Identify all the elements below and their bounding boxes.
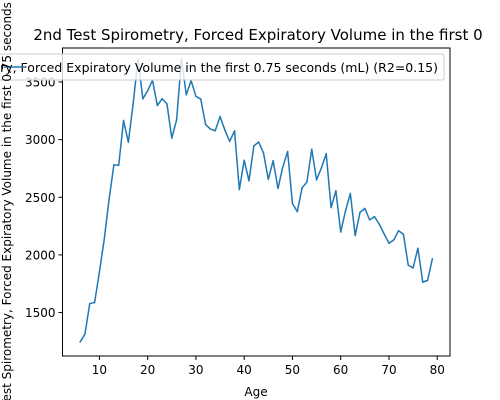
data-point (142, 98, 144, 100)
y-tick-label: 1500 (25, 306, 56, 320)
data-point (200, 98, 202, 100)
x-tick-label: 70 (381, 363, 396, 377)
data-point (267, 178, 270, 181)
x-tick-label: 20 (140, 363, 155, 377)
data-point (127, 141, 130, 143)
data-point (103, 238, 105, 241)
data-point (335, 190, 337, 192)
data-point (373, 215, 376, 218)
data-point (330, 206, 332, 209)
data-point (89, 302, 91, 305)
legend: 2nd Test Spirometry, Forced Expiratory V… (0, 53, 445, 81)
chart-title: 2nd Test Spirometry, Forced Expiratory V… (33, 26, 482, 44)
x-tick-label: 80 (430, 363, 445, 377)
data-point (233, 130, 236, 132)
x-tick-label: 40 (237, 363, 252, 377)
data-point (204, 123, 207, 126)
data-point (224, 129, 226, 131)
data-point (257, 141, 260, 143)
data-point (325, 152, 327, 155)
data-point (98, 271, 101, 273)
data-point (359, 211, 361, 214)
data-point (388, 242, 390, 245)
data-point (393, 239, 395, 241)
data-point (161, 97, 163, 100)
data-point (238, 188, 241, 191)
data-point (417, 247, 419, 249)
data-point (93, 301, 96, 304)
data-point (301, 187, 303, 189)
data-point (243, 159, 245, 162)
data-point (315, 179, 318, 181)
data-point (277, 187, 279, 190)
data-point (253, 145, 255, 147)
data-point (344, 210, 347, 212)
data-point (286, 150, 289, 153)
data-point (354, 234, 356, 237)
data-point (122, 119, 125, 122)
legend-box (0, 53, 445, 81)
y-axis-label: 2nd Test Spirometry, Forced Expiratory V… (0, 0, 14, 400)
data-point (407, 264, 410, 267)
data-point (364, 207, 366, 210)
x-axis-ticks: 10 20 30 40 50 60 70 80 (92, 356, 445, 377)
data-point (296, 210, 299, 213)
data-point (402, 233, 405, 236)
x-tick-label: 50 (285, 363, 300, 377)
data-point (209, 128, 212, 130)
data-point (349, 192, 352, 195)
data-point (113, 164, 115, 166)
data-point (378, 223, 381, 225)
data-point (421, 281, 424, 283)
data-point (311, 148, 313, 150)
data-point (368, 219, 371, 221)
data-point (219, 115, 221, 118)
data-point (306, 181, 308, 183)
plot-area (62, 48, 450, 356)
x-tick-label: 30 (188, 363, 203, 377)
data-point (397, 229, 400, 232)
data-point (383, 233, 385, 235)
data-point (262, 152, 265, 154)
data-point (108, 198, 110, 201)
data-point (195, 95, 197, 98)
data-point (84, 333, 86, 335)
data-point (228, 140, 231, 143)
data-point (156, 104, 159, 107)
data-point (171, 137, 173, 139)
plot-frame (62, 47, 451, 357)
data-point (146, 90, 149, 92)
y-tick-label: 2000 (25, 248, 56, 262)
data-point (426, 279, 429, 282)
data-point (117, 164, 120, 166)
data-point (132, 102, 134, 104)
data-point (320, 167, 323, 169)
legend-entry-label: 2nd Test Spirometry, Forced Expiratory V… (0, 60, 438, 75)
data-point (282, 166, 284, 168)
x-axis-label: Age (244, 385, 267, 399)
data-point (79, 341, 81, 343)
data-point (412, 267, 414, 269)
data-point (166, 103, 168, 105)
data-point (339, 231, 342, 233)
data-point (272, 159, 274, 162)
y-tick-label: 2500 (25, 191, 56, 205)
x-tick-label: 10 (92, 363, 107, 377)
y-tick-label: 3000 (25, 133, 56, 147)
data-point (214, 130, 216, 132)
data-point (248, 180, 250, 182)
x-tick-label: 60 (333, 363, 348, 377)
data-point (185, 94, 188, 96)
data-point (175, 119, 178, 121)
data-point (431, 257, 434, 260)
data-point (291, 202, 294, 205)
